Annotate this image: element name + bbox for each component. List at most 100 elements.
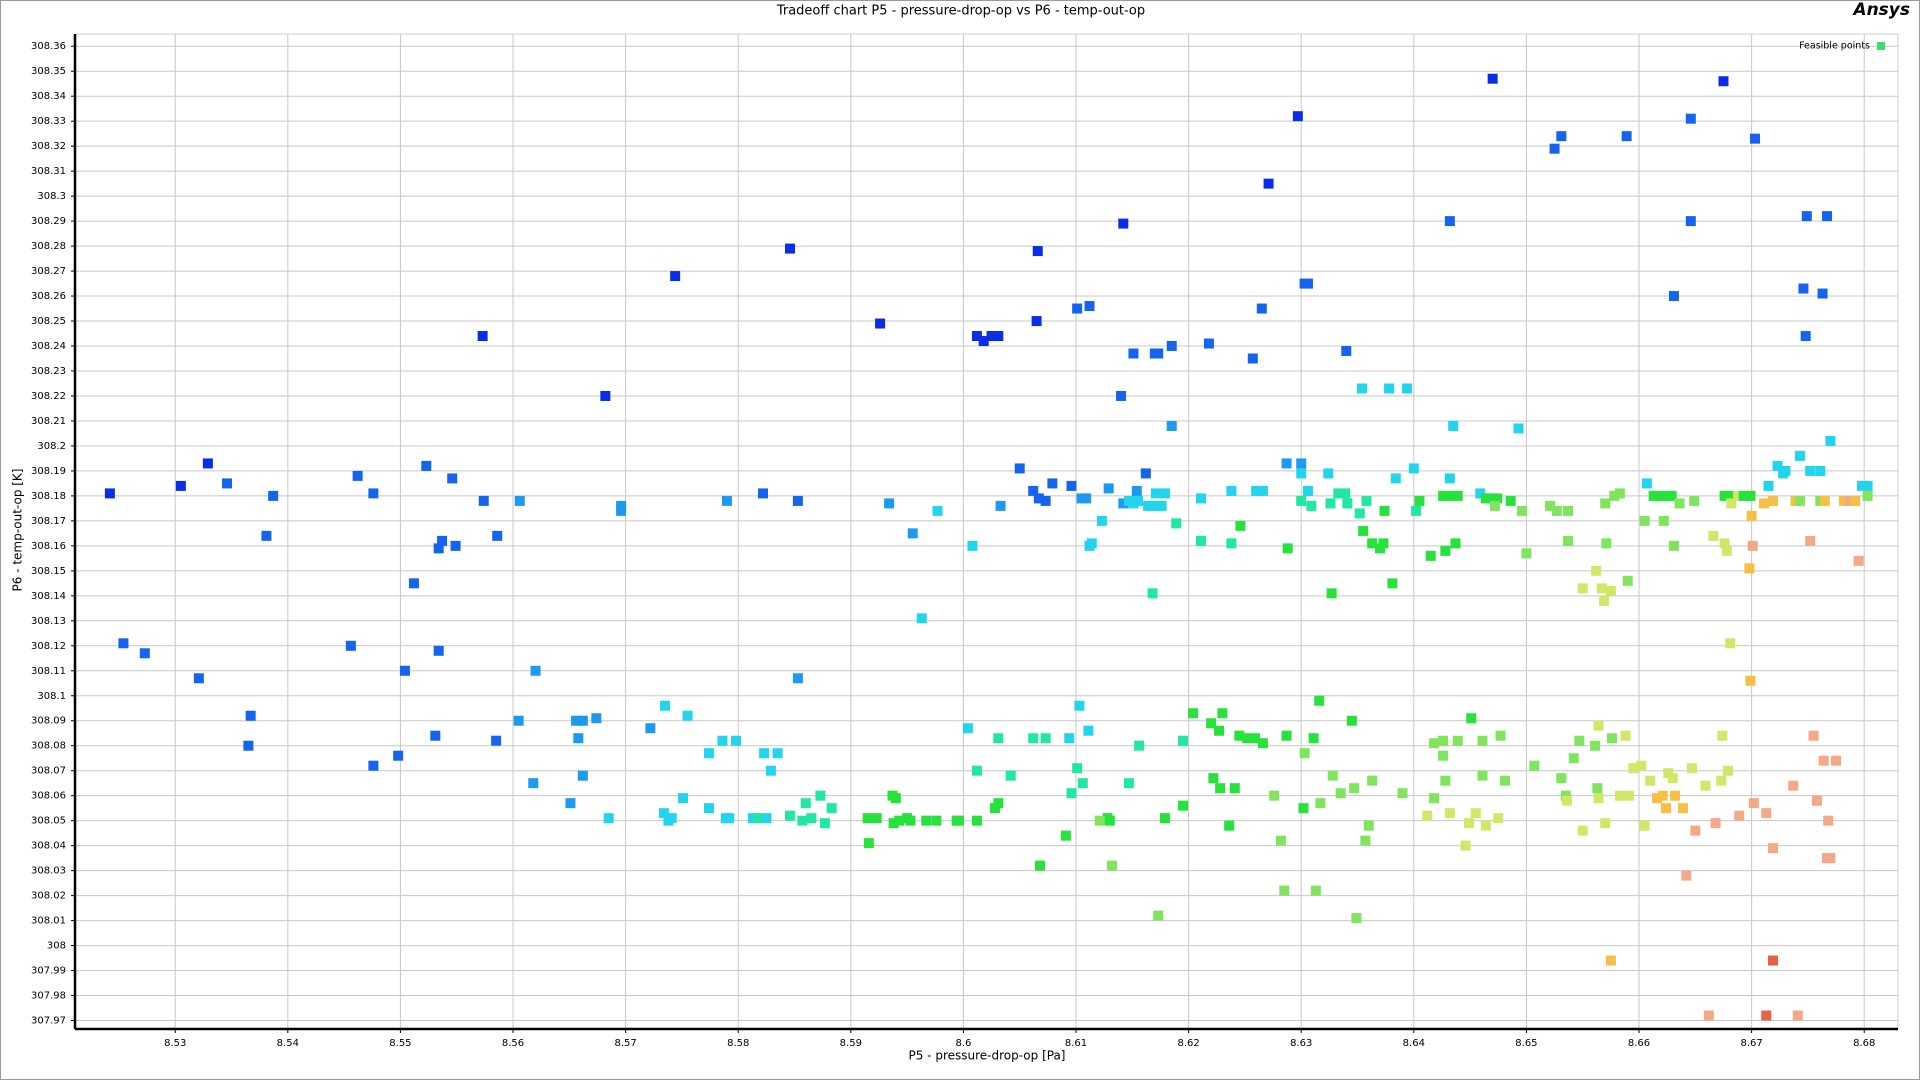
point [1203, 338, 1214, 349]
point [703, 803, 714, 814]
point [765, 765, 776, 776]
point [1850, 495, 1861, 506]
y-tick-label: 308.25 [31, 316, 66, 327]
point [1414, 495, 1425, 506]
point [1614, 790, 1625, 801]
point [1734, 810, 1745, 821]
point [1719, 490, 1730, 501]
point [268, 490, 279, 501]
point [368, 760, 379, 771]
point [1718, 76, 1729, 87]
point [660, 700, 671, 711]
point [1551, 505, 1562, 516]
point [600, 390, 611, 401]
point [1745, 675, 1756, 686]
point [1077, 778, 1088, 789]
point [1700, 780, 1711, 791]
point [1717, 730, 1728, 741]
point [1748, 798, 1759, 809]
point [139, 648, 150, 659]
point [1096, 515, 1107, 526]
point [430, 730, 441, 741]
brand-logo: Ansys [1851, 0, 1910, 20]
y-tick-label: 308.12 [31, 641, 66, 652]
point [1452, 490, 1463, 501]
y-tick-label: 307.98 [31, 991, 66, 1002]
point [1600, 498, 1611, 509]
point [1159, 488, 1170, 499]
y-tick-label: 308.17 [31, 516, 66, 527]
point [703, 748, 714, 759]
point [1795, 495, 1806, 506]
point [577, 715, 588, 726]
point [890, 793, 901, 804]
x-tick-label: 8.66 [1628, 1038, 1650, 1049]
point [1719, 538, 1730, 549]
point [682, 710, 693, 721]
point [1147, 588, 1158, 599]
grid [74, 33, 1899, 1030]
point [1384, 383, 1395, 394]
point [1066, 480, 1077, 491]
point [1118, 218, 1129, 229]
point [1196, 535, 1207, 546]
point [1206, 718, 1217, 729]
point [577, 770, 588, 781]
point [1745, 490, 1756, 501]
point [1477, 735, 1488, 746]
point [1480, 820, 1491, 831]
point [1444, 473, 1455, 484]
axes: 8.53 8.54 8.55 8.56 8.57 8.58 8.59 8.6 8.61 8.62 8… [31, 34, 1898, 1049]
point [993, 331, 1004, 342]
points [104, 73, 1873, 1021]
point [921, 815, 932, 826]
point [1788, 780, 1799, 791]
point [1226, 538, 1237, 549]
point [1072, 763, 1083, 774]
point [514, 495, 525, 506]
point [1103, 483, 1114, 494]
point [243, 740, 254, 751]
point [1463, 818, 1474, 829]
point [1134, 740, 1145, 751]
point [433, 543, 444, 554]
point [1440, 545, 1451, 556]
point [1661, 490, 1672, 501]
point [1460, 840, 1471, 851]
y-tick-label: 308.31 [31, 166, 66, 177]
point [1477, 770, 1488, 781]
point [1614, 488, 1625, 499]
y-tick-label: 307.99 [31, 966, 66, 977]
x-tick-label: 8.61 [1065, 1038, 1087, 1049]
point [1825, 853, 1836, 864]
point [1795, 450, 1806, 461]
x-tick-label: 8.64 [1403, 1038, 1425, 1049]
point [1081, 493, 1092, 504]
y-tick-label: 308.01 [31, 916, 66, 927]
point [1397, 788, 1408, 799]
point [1599, 595, 1610, 606]
point [894, 815, 905, 826]
point [1314, 695, 1325, 706]
point [1708, 530, 1719, 541]
point [1549, 143, 1560, 154]
point [399, 665, 410, 676]
point [1677, 803, 1688, 814]
point [1360, 835, 1371, 846]
point [1556, 773, 1567, 784]
point [1685, 113, 1696, 124]
point [826, 803, 837, 814]
point [1242, 733, 1253, 744]
point [1577, 825, 1588, 836]
point [800, 798, 811, 809]
point [1639, 515, 1650, 526]
point [1074, 700, 1085, 711]
point [1521, 548, 1532, 559]
point [261, 530, 272, 541]
point [1196, 493, 1207, 504]
point [1014, 463, 1025, 474]
point [932, 505, 943, 516]
point [530, 665, 541, 676]
point [1593, 793, 1604, 804]
y-tick-label: 308.15 [31, 566, 66, 577]
